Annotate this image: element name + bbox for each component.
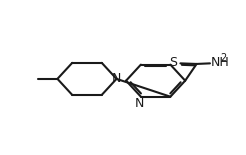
Text: N: N bbox=[135, 97, 144, 110]
Text: N: N bbox=[112, 72, 122, 85]
Text: S: S bbox=[169, 56, 177, 69]
Text: NH: NH bbox=[211, 56, 230, 69]
Text: 2: 2 bbox=[220, 53, 226, 63]
